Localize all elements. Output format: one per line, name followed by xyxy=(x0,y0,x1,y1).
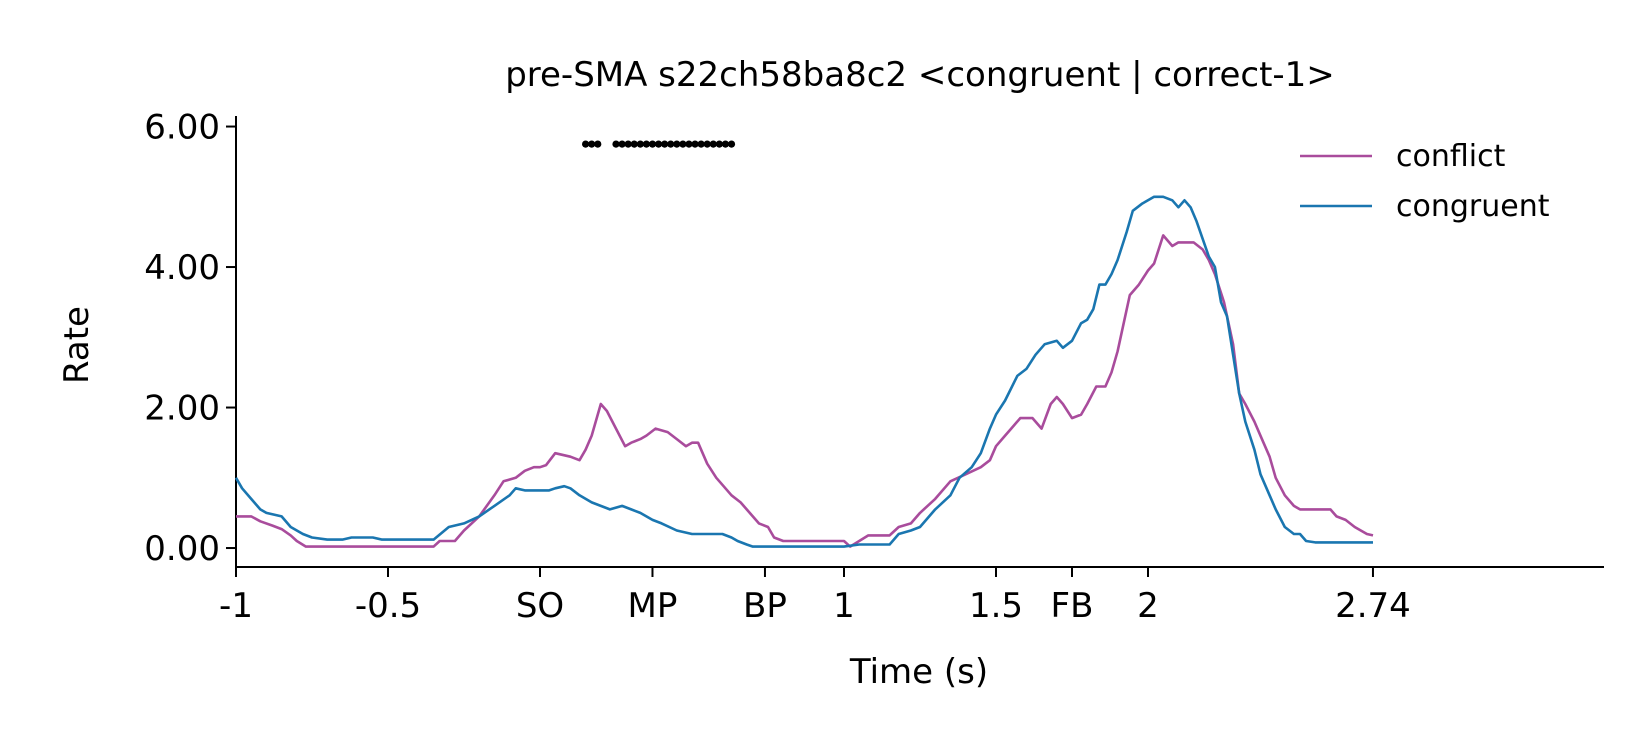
significance-dot xyxy=(618,140,626,148)
significance-dot xyxy=(667,140,675,148)
y-tick-label: 2.00 xyxy=(144,389,220,429)
significance-dot xyxy=(703,140,711,148)
significance-dot xyxy=(715,140,723,148)
significance-dot xyxy=(727,140,736,148)
significance-dot xyxy=(679,140,687,148)
x-tick-label: BP xyxy=(743,586,787,626)
significance-dot xyxy=(582,140,590,148)
significance-dot xyxy=(588,140,596,148)
significance-dot xyxy=(697,140,705,148)
series-line-congruent xyxy=(234,195,1373,548)
significance-dot xyxy=(685,140,693,148)
x-tick-label: 2.74 xyxy=(1335,586,1411,626)
y-tick-label: 4.00 xyxy=(144,248,220,288)
x-tick-label: -0.5 xyxy=(355,586,421,626)
x-axis-label: Time (s) xyxy=(849,652,988,692)
significance-dot xyxy=(721,140,730,148)
x-tick-label: 1 xyxy=(833,586,855,626)
significance-dot xyxy=(594,140,602,148)
x-tick-label: MP xyxy=(628,586,678,626)
significance-dot xyxy=(630,140,638,148)
significance-dot xyxy=(691,140,699,148)
y-tick-label: 0.00 xyxy=(144,529,220,569)
y-axis-label: Rate xyxy=(57,306,97,384)
significance-dot xyxy=(709,140,717,148)
y-tick-label: 6.00 xyxy=(144,108,220,148)
legend-label-congruent: congruent xyxy=(1396,189,1550,224)
significance-dot xyxy=(673,140,681,148)
significance-dot xyxy=(624,140,632,148)
series-line-conflict xyxy=(236,234,1374,548)
y-axis-ticks: 0.00 2.00 4.00 6.00 xyxy=(144,108,236,569)
x-tick-label: SO xyxy=(516,586,564,626)
x-tick-label: 2 xyxy=(1137,586,1159,626)
chart-title: pre-SMA s22ch58ba8c2 <congruent | correc… xyxy=(505,55,1335,95)
significance-markers xyxy=(582,140,736,148)
significance-dot xyxy=(648,140,657,148)
x-tick-label: -1 xyxy=(219,586,253,626)
axes xyxy=(235,116,1604,568)
significance-dot xyxy=(661,140,669,148)
x-tick-label: 1.5 xyxy=(969,586,1023,626)
legend: conflict congruent xyxy=(1300,139,1550,224)
legend-label-conflict: conflict xyxy=(1396,139,1506,174)
significance-dot xyxy=(612,140,620,148)
significance-dot xyxy=(636,140,644,148)
significance-dot xyxy=(654,140,663,148)
x-tick-label: FB xyxy=(1051,586,1094,626)
series-lines xyxy=(234,195,1374,548)
x-axis-ticks: -1 -0.5 SO MP BP 1 1.5 FB 2 2.74 xyxy=(219,567,1411,626)
significance-dot xyxy=(642,140,651,148)
